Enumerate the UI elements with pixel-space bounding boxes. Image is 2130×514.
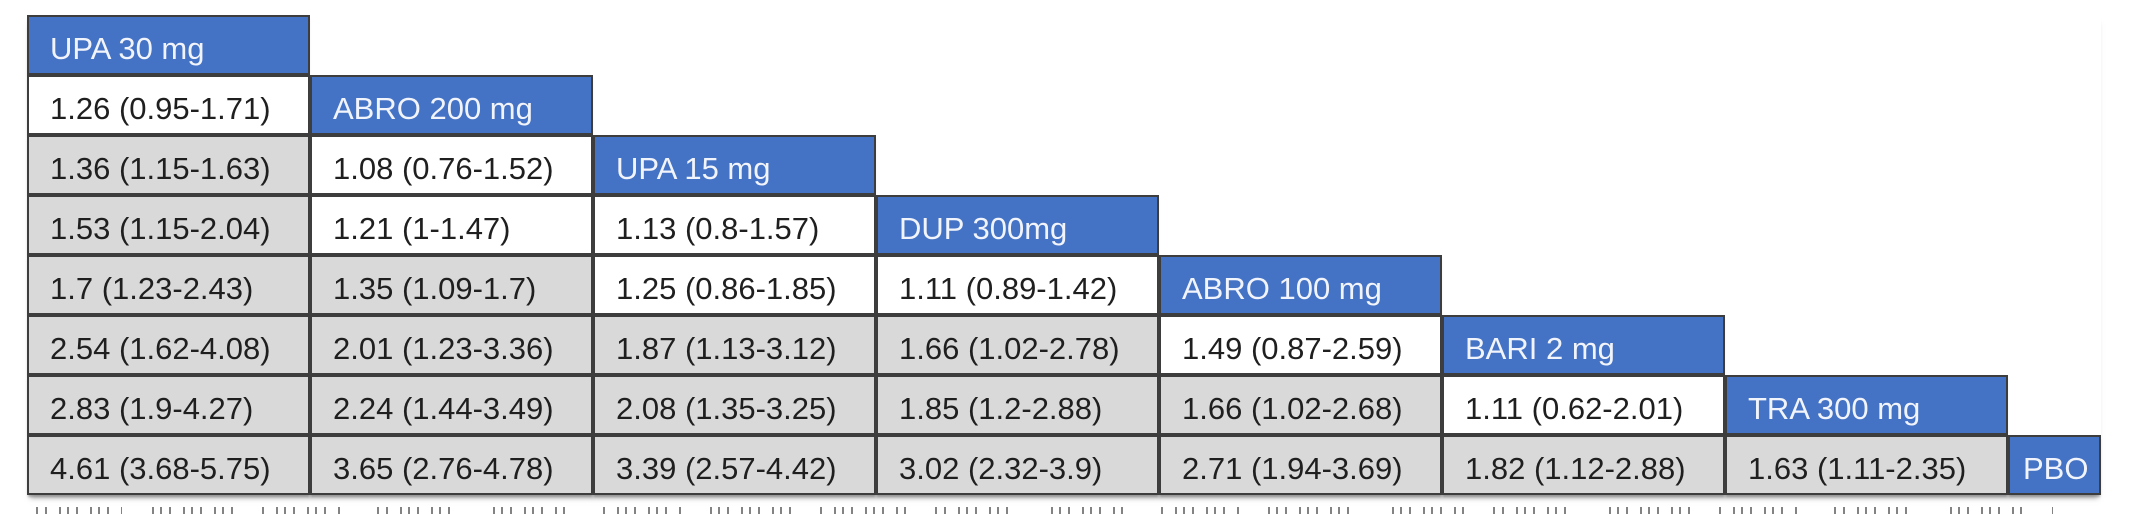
comparison-cell: 1.21 (1-1.47) — [310, 195, 593, 255]
comparison-cell: 1.36 (1.15-1.63) — [27, 135, 310, 195]
comparison-cell: 1.26 (0.95-1.71) — [27, 75, 310, 135]
comparison-cell: 4.61 (3.68-5.75) — [27, 435, 310, 495]
comparison-cell: 3.39 (2.57-4.42) — [593, 435, 876, 495]
treatment-header-cell: PBO — [2008, 435, 2101, 495]
comparison-cell: 1.87 (1.13-3.12) — [593, 315, 876, 375]
comparison-cell: 1.85 (1.2-2.88) — [876, 375, 1159, 435]
league-table: UPA 30 mg 1.26 (0.95-1.71) ABRO 200 mg 1.36… — [27, 15, 2101, 495]
comparison-cell: 2.01 (1.23-3.36) — [310, 315, 593, 375]
treatment-header-cell: TRA 300 mg — [1725, 375, 2008, 435]
comparison-cell: 3.02 (2.32-3.9) — [876, 435, 1159, 495]
comparison-cell: 2.08 (1.35-3.25) — [593, 375, 876, 435]
comparison-cell: 1.08 (0.76-1.52) — [310, 135, 593, 195]
comparison-cell: 2.24 (1.44-3.49) — [310, 375, 593, 435]
comparison-cell: 2.83 (1.9-4.27) — [27, 375, 310, 435]
comparison-cell: 1.66 (1.02-2.68) — [1159, 375, 1442, 435]
comparison-cell: 1.13 (0.8-1.57) — [593, 195, 876, 255]
comparison-cell: 3.65 (2.76-4.78) — [310, 435, 593, 495]
comparison-cell: 1.11 (0.62-2.01) — [1442, 375, 1725, 435]
comparison-cell: 1.7 (1.23-2.43) — [27, 255, 310, 315]
treatment-header-cell: UPA 15 mg — [593, 135, 876, 195]
comparison-cell: 1.63 (1.11-2.35) — [1725, 435, 2008, 495]
comparison-cell: 1.35 (1.09-1.7) — [310, 255, 593, 315]
comparison-cell: 1.25 (0.86-1.85) — [593, 255, 876, 315]
comparison-cell: 1.82 (1.12-2.88) — [1442, 435, 1725, 495]
treatment-header-cell: DUP 300mg — [876, 195, 1159, 255]
treatment-header-cell: ABRO 200 mg — [310, 75, 593, 135]
comparison-cell: 2.54 (1.62-4.08) — [27, 315, 310, 375]
comparison-cell: 1.11 (0.89-1.42) — [876, 255, 1159, 315]
comparison-cell: 1.66 (1.02-2.78) — [876, 315, 1159, 375]
comparison-cell: 2.71 (1.94-3.69) — [1159, 435, 1442, 495]
clipped-footnote-text-artifact — [36, 507, 2060, 514]
treatment-header-cell: UPA 30 mg — [27, 15, 310, 75]
treatment-header-cell: BARI 2 mg — [1442, 315, 1725, 375]
comparison-cell: 1.49 (0.87-2.59) — [1159, 315, 1442, 375]
comparison-cell: 1.53 (1.15-2.04) — [27, 195, 310, 255]
treatment-header-cell: ABRO 100 mg — [1159, 255, 1442, 315]
